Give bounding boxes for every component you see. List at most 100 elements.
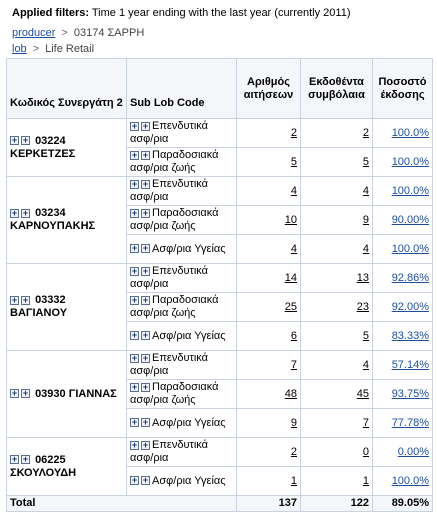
rate-link[interactable]: 100.0% [391,184,429,197]
expand-icon[interactable]: + [141,243,150,254]
rate-link[interactable]: 83.33% [391,329,429,342]
rate-link[interactable]: 0.00% [397,445,429,458]
sublob-cell: + + Επενδυτικά ασφ/ρια [126,176,237,206]
rate-link[interactable]: 90.00% [391,213,429,226]
sublob-label: Επενδυτικά ασφ/ρια [130,178,208,203]
sublob-label: Παραδοσιακά ασφ/ρια ζωής [130,381,219,406]
expand-icon[interactable]: + [130,265,139,276]
column-header-policies[interactable]: Εκδοθέντα συμβόλαια [300,58,373,119]
expand-icon[interactable]: + [130,294,139,305]
column-header-sublob[interactable]: Sub Lob Code [126,88,237,119]
applications-link[interactable]: 25 [284,300,297,313]
expand-icon[interactable]: + [141,381,150,392]
expand-icon[interactable]: + [130,439,139,450]
rate-link[interactable]: 100.0% [391,474,429,487]
sublob-label: Ασφ/ρια Υγείας [152,329,226,342]
column-header-issue-rate[interactable]: Ποσοστό έκδοσης [372,58,433,119]
rate-link[interactable]: 92.86% [391,271,429,284]
applications-link[interactable]: 6 [290,329,297,342]
expand-icon[interactable]: + [130,149,139,160]
expand-icon[interactable]: + [21,388,30,399]
expand-icon[interactable]: + [141,120,150,131]
rate-link[interactable]: 100.0% [391,155,429,168]
rate-cell: 57.14% [372,350,433,380]
sublob-cell: + + Επενδυτικά ασφ/ρια [126,350,237,380]
applications-link[interactable]: 2 [290,126,297,139]
applications-link[interactable]: 4 [290,242,297,255]
expand-icon[interactable]: + [10,207,19,218]
applications-link[interactable]: 2 [290,445,297,458]
expand-icon[interactable]: + [10,135,19,146]
expand-icon[interactable]: + [141,178,150,189]
sublob-label: Επενδυτικά ασφ/ρια [130,439,208,464]
expand-icon[interactable]: + [21,135,30,146]
policies-link[interactable]: 4 [362,184,369,197]
policies-link[interactable]: 0 [362,445,369,458]
expand-icon[interactable]: + [141,352,150,363]
policies-link[interactable]: 5 [362,329,369,342]
expand-icon[interactable]: + [10,454,19,465]
expand-icon[interactable]: + [141,330,150,341]
expand-icon[interactable]: + [10,388,19,399]
total-row: Total 137 122 89.05% [6,495,433,512]
applications-link[interactable]: 1 [290,474,297,487]
expand-icon[interactable]: + [130,352,139,363]
rate-cell: 100.0% [372,466,433,496]
expand-icon[interactable]: + [141,439,150,450]
applications-link[interactable]: 5 [290,155,297,168]
expand-icon[interactable]: + [10,294,19,305]
expand-icon[interactable]: + [130,243,139,254]
rate-link[interactable]: 92.00% [391,300,429,313]
policies-link[interactable]: 4 [362,358,369,371]
policies-link[interactable]: 7 [362,416,369,429]
rate-link[interactable]: 57.14% [391,358,429,371]
expand-icon[interactable]: + [21,207,30,218]
expand-icon[interactable]: + [141,207,150,218]
applications-link[interactable]: 9 [290,416,297,429]
applied-filters-text: Time 1 year ending with the last year (c… [91,7,351,19]
table-row: + + Παραδοσιακά ασφ/ρια ζωής 5 5 100.0% [7,147,433,177]
expand-icon[interactable]: + [141,294,150,305]
column-header-partner[interactable]: Κωδικός Συνεργάτη 2 [6,88,127,119]
applications-link[interactable]: 4 [290,184,297,197]
sublob-cell: + + Παραδοσιακά ασφ/ρια ζωής [126,292,237,322]
partner-cell: + + 03234 ΚΑΡΝΟΥΠΑΚΗΣ [6,176,127,264]
breadcrumb-link-producer[interactable]: producer [12,27,56,39]
expand-icon[interactable]: + [141,149,150,160]
policies-link[interactable]: 9 [362,213,369,226]
applications-link[interactable]: 7 [290,358,297,371]
applications-link[interactable]: 14 [284,271,297,284]
expand-icon[interactable]: + [21,454,30,465]
sublob-cell: + + Ασφ/ρια Υγείας [126,466,237,496]
applications-cell: 4 [236,176,301,206]
expand-icon[interactable]: + [141,417,150,428]
breadcrumb-current-producer: 03174 ΣΑΡΡΗ [73,27,145,39]
column-header-applications[interactable]: Αριθμός αιτήσεων [236,58,301,119]
expand-icon[interactable]: + [21,294,30,305]
rate-link[interactable]: 100.0% [391,126,429,139]
policies-link[interactable]: 2 [362,126,369,139]
policies-link[interactable]: 45 [356,387,369,400]
rate-link[interactable]: 93.75% [391,387,429,400]
expand-icon[interactable]: + [130,475,139,486]
policies-link[interactable]: 13 [356,271,369,284]
breadcrumb-link-lob[interactable]: lob [12,43,27,55]
expand-icon[interactable]: + [130,178,139,189]
expand-icon[interactable]: + [130,381,139,392]
policies-cell: 45 [300,379,373,409]
expand-icon[interactable]: + [130,330,139,341]
expand-icon[interactable]: + [141,475,150,486]
expand-icon[interactable]: + [141,265,150,276]
expand-icon[interactable]: + [130,120,139,131]
policies-link[interactable]: 23 [356,300,369,313]
policies-link[interactable]: 4 [362,242,369,255]
policies-link[interactable]: 5 [362,155,369,168]
expand-icon[interactable]: + [130,417,139,428]
applications-cell: 48 [236,379,301,409]
rate-link[interactable]: 77.78% [391,416,429,429]
policies-link[interactable]: 1 [362,474,369,487]
rate-link[interactable]: 100.0% [391,242,429,255]
expand-icon[interactable]: + [130,207,139,218]
applications-link[interactable]: 48 [284,387,297,400]
applications-link[interactable]: 10 [284,213,297,226]
